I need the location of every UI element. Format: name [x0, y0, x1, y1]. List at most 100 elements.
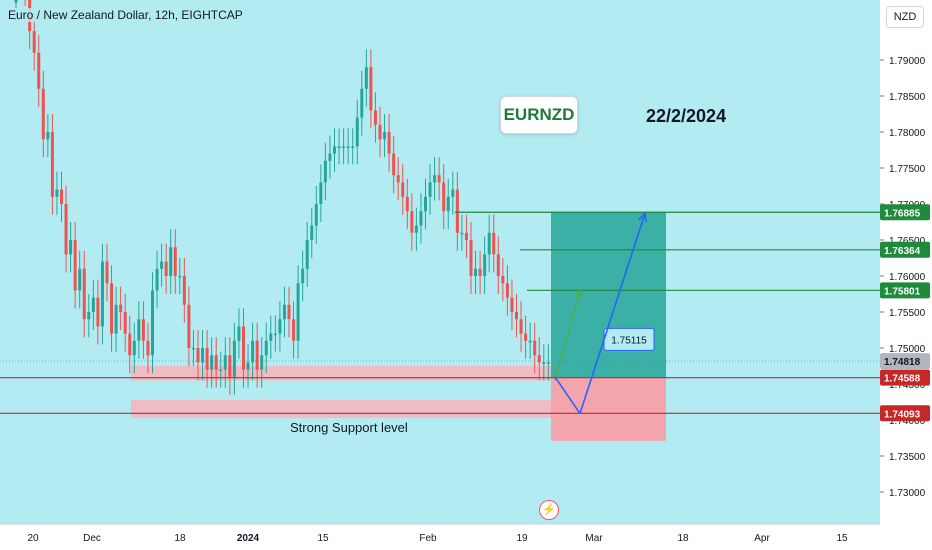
- candle-body-73: [342, 146, 346, 148]
- candle-body-76: [355, 117, 359, 147]
- y-tick-label: 1.79000: [889, 56, 926, 67]
- candle-body-44: [210, 355, 214, 370]
- projection-leg-down: [554, 376, 581, 414]
- candle-body-97: [451, 189, 455, 197]
- support-zone-2: [131, 399, 558, 418]
- candle-body-94: [437, 175, 441, 183]
- axis-background: [880, 0, 932, 550]
- candle-body-40: [191, 348, 195, 350]
- price-lines-layer: [0, 211, 880, 414]
- candle-body-19: [96, 297, 100, 327]
- y-tick-label: 1.75000: [889, 344, 926, 355]
- candle-body-29: [141, 319, 145, 341]
- candle-body-89: [414, 225, 418, 233]
- candle-body-47: [223, 355, 227, 370]
- long-position-layer[interactable]: 1.75115: [551, 212, 666, 441]
- candle-body-112: [519, 319, 523, 334]
- candle-body-83: [387, 132, 391, 154]
- candle-body-57: [269, 333, 273, 341]
- candle-body-27: [132, 340, 136, 356]
- price-label-box-1.76364: [880, 241, 930, 258]
- support-zone-1: [131, 366, 558, 381]
- candle-body-43: [205, 348, 209, 370]
- candle-body-33: [160, 261, 164, 269]
- candle-body-91: [424, 196, 427, 212]
- candle-body-30: [146, 340, 150, 356]
- candle-body-9: [50, 132, 54, 197]
- candle-body-108: [501, 276, 505, 284]
- support-level-label: Strong Support level: [290, 420, 408, 435]
- projection-arrows-layer: [554, 211, 648, 414]
- plot-background: [0, 0, 880, 524]
- candle-body-111: [515, 312, 518, 320]
- candle-body-115: [533, 340, 537, 356]
- candle-body-58: [273, 333, 277, 336]
- entry-label-text: 1.75115: [611, 335, 647, 346]
- candle-body-95: [442, 182, 446, 212]
- candle-body-61: [287, 304, 291, 320]
- candle-body-99: [460, 232, 464, 235]
- candle-body-54: [255, 340, 259, 370]
- candle-body-90: [419, 211, 423, 226]
- candle-body-74: [346, 146, 350, 148]
- price-label-1.75801: 1.75801: [884, 286, 921, 297]
- candle-body-81: [378, 124, 382, 140]
- y-tick-label: 1.77500: [889, 164, 926, 175]
- candle-body-102: [474, 268, 478, 276]
- candle-body-69: [323, 160, 327, 183]
- candle-body-36: [173, 247, 177, 276]
- candle-body-32: [155, 268, 159, 291]
- candle-body-86: [401, 182, 405, 197]
- candle-body-77: [360, 88, 364, 118]
- time-axis[interactable]: 20 Dec 18 2024 15 Feb 19 Mar 18 Apr 15: [27, 533, 848, 544]
- candle-body-22: [110, 283, 114, 334]
- candle-body-106: [492, 232, 496, 255]
- x-tick-label: 20: [27, 533, 39, 544]
- candle-body-68: [319, 182, 323, 204]
- candle-body-51: [242, 326, 245, 370]
- candle-body-28: [137, 319, 141, 341]
- x-tick-label: Apr: [754, 533, 770, 544]
- candle-body-63: [296, 283, 300, 341]
- price-label-1.74093: 1.74093: [884, 409, 921, 420]
- candle-body-116: [537, 355, 541, 363]
- currency-button[interactable]: NZD: [886, 6, 924, 28]
- candle-body-98: [455, 189, 459, 233]
- price-label-box-1.74093: [880, 405, 930, 422]
- time-axis-background: [0, 524, 932, 550]
- candle-body-1: [14, 0, 18, 3]
- candle-body-75: [351, 146, 355, 148]
- candle-body-48: [228, 355, 232, 377]
- x-tick-label: 18: [174, 533, 186, 544]
- candle-body-64: [301, 268, 305, 284]
- projection-arrowhead-green: [573, 289, 583, 301]
- candle-body-101: [469, 240, 473, 276]
- candle-body-17: [87, 312, 91, 320]
- candle-body-24: [119, 304, 123, 312]
- candle-body-49: [232, 340, 236, 377]
- candle-body-88: [410, 211, 414, 233]
- y-tick-label: 1.75500: [889, 308, 926, 319]
- candle-body-79: [369, 67, 373, 111]
- candle-body-87: [405, 196, 409, 212]
- candle-body-118: [546, 362, 550, 364]
- lightning-icon[interactable]: ⚡: [539, 500, 559, 520]
- candle-body-100: [464, 232, 468, 240]
- position-stop-zone[interactable]: [551, 377, 666, 441]
- symbol-label-box: EURNZD: [500, 96, 578, 134]
- candle-body-31: [151, 290, 154, 356]
- candle-body-104: [483, 254, 487, 276]
- candle-body-14: [73, 240, 77, 291]
- price-label-1.76885: 1.76885: [884, 208, 921, 219]
- candle-body-93: [433, 175, 437, 183]
- candle-body-45: [214, 355, 218, 370]
- candle-body-52: [246, 362, 250, 370]
- candle-body-34: [164, 261, 168, 276]
- candle-body-41: [196, 348, 200, 363]
- candles-layer: [14, 0, 550, 395]
- projection-arrow-green: [554, 290, 581, 381]
- position-target-zone[interactable]: [551, 212, 666, 378]
- price-label-1.76364: 1.76364: [884, 246, 921, 257]
- projection-arrowhead-blue: [638, 211, 648, 223]
